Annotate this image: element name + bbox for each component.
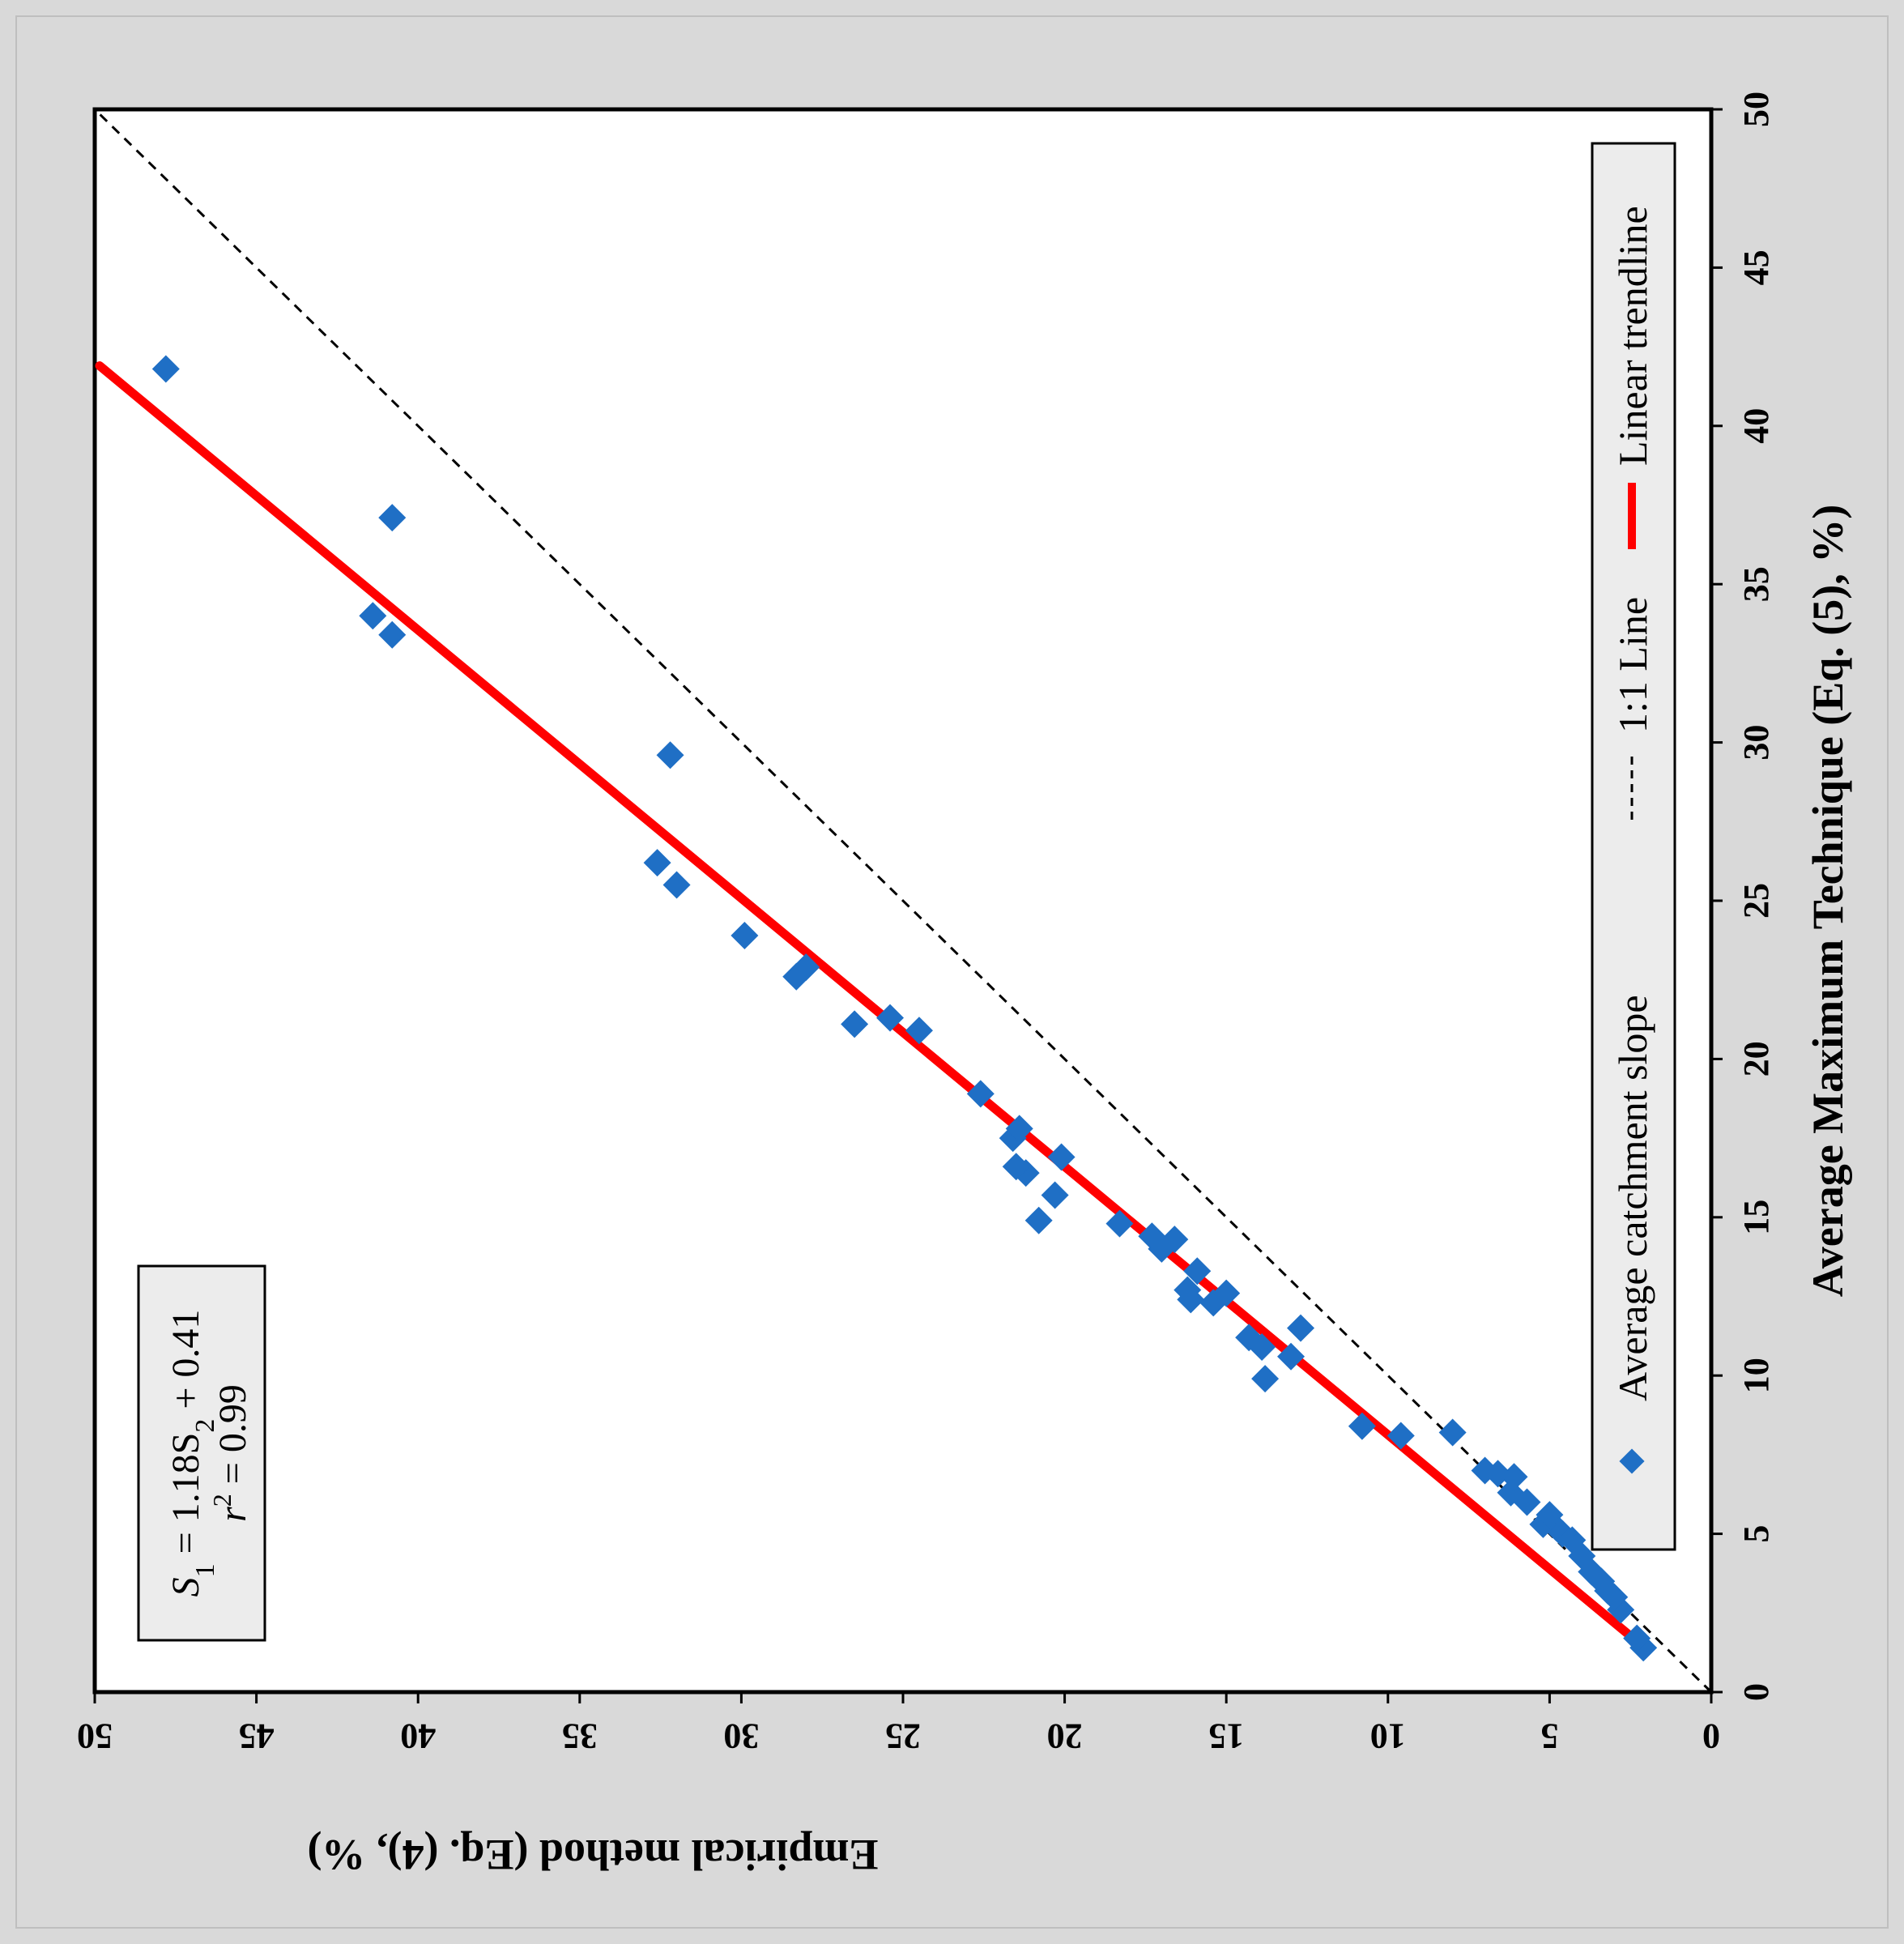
legend-item-one-to-one: 1:1 Line — [1610, 597, 1655, 733]
equation-s1-subscript: 1 — [190, 1563, 220, 1577]
x-tick-label: 15 — [1736, 1200, 1776, 1235]
equation-s1-symbol: S — [164, 1577, 207, 1597]
x-tick-label: 30 — [1736, 725, 1776, 761]
scatter-point — [662, 871, 691, 899]
scatter-point — [966, 1080, 995, 1108]
y-axis-ticks: 0 5 10 15 20 25 30 35 40 45 50 — [77, 1692, 1720, 1756]
scatter-point — [1138, 1222, 1166, 1251]
scatter-point — [1471, 1456, 1499, 1485]
y-axis-title: Empirical method (Eq. (4), %) — [308, 1831, 879, 1879]
scatter-point — [1277, 1342, 1306, 1371]
equation-suffix: + 0.41 — [164, 1310, 207, 1419]
scatter-point — [1536, 1501, 1564, 1529]
scatter-point — [359, 602, 387, 630]
x-tick-label: 0 — [1736, 1683, 1776, 1701]
r-squared-symbol: r — [211, 1507, 254, 1522]
x-tick-label: 10 — [1736, 1358, 1776, 1393]
scatter-point — [1623, 1624, 1651, 1652]
equation-middle: = 1.18S — [164, 1433, 207, 1564]
legend-item-trendline: Linear trendline — [1610, 206, 1655, 466]
equation-s2-subscript: 2 — [190, 1419, 220, 1433]
y-tick-label: 50 — [77, 1716, 113, 1756]
scatter-point — [1002, 1153, 1030, 1181]
x-tick-label: 40 — [1736, 408, 1776, 444]
r-squared-superscript: 2 — [207, 1494, 236, 1507]
x-axis-ticks: 0 5 10 15 20 25 30 35 40 45 50 — [1711, 92, 1776, 1701]
scatter-point — [378, 620, 407, 649]
y-tick-label: 35 — [562, 1716, 598, 1756]
y-tick-label: 20 — [1047, 1716, 1083, 1756]
scatter-point — [656, 741, 684, 770]
scatter-point — [1105, 1209, 1134, 1238]
x-tick-label: 20 — [1736, 1041, 1776, 1076]
scatter-point — [1235, 1324, 1263, 1352]
one-to-one-line — [93, 108, 1713, 1694]
y-tick-label: 45 — [239, 1716, 275, 1756]
scatter-point — [643, 849, 671, 877]
scatter-point — [1161, 1226, 1189, 1254]
scatter-point — [1212, 1279, 1241, 1307]
equation-box: S1 = 1.18S2 + 0.41 r2 = 0.99 — [137, 1264, 266, 1642]
scatter-point — [1287, 1314, 1315, 1342]
scatter-point — [1005, 1115, 1033, 1143]
equation-line-1: S1 = 1.18S2 + 0.41 — [164, 1310, 220, 1597]
y-tick-label: 0 — [1702, 1716, 1720, 1756]
scatter-point — [731, 921, 759, 949]
legend-frame — [1591, 142, 1676, 1551]
scatter-point — [1251, 1365, 1280, 1393]
scatter-point — [1041, 1181, 1069, 1209]
scatter-point — [378, 504, 407, 532]
scatter-point — [1047, 1143, 1076, 1171]
x-axis-title: Average Maximum Technique (Eq. (5), %) — [1804, 505, 1852, 1297]
y-tick-label: 40 — [400, 1716, 436, 1756]
scatter-point — [1024, 1206, 1053, 1234]
y-tick-label: 25 — [885, 1716, 921, 1756]
x-tick-label: 5 — [1736, 1525, 1776, 1543]
figure-border — [15, 15, 1889, 1929]
legend: Average catchment slope 1:1 Line Linear … — [1591, 142, 1676, 1551]
y-tick-label: 30 — [723, 1716, 759, 1756]
equation-box-frame — [137, 1264, 266, 1642]
scatter-point — [876, 1004, 905, 1032]
linear-trendline — [95, 361, 1646, 1649]
scatter-point — [1438, 1418, 1467, 1447]
y-tick-label: 5 — [1540, 1716, 1558, 1756]
x-tick-label: 50 — [1736, 92, 1776, 127]
legend-point-marker — [1619, 1448, 1645, 1474]
scatter-point — [1348, 1412, 1376, 1440]
scatter-points — [151, 355, 1658, 1662]
x-tick-label: 35 — [1736, 566, 1776, 602]
x-tick-label: 45 — [1736, 249, 1776, 285]
scatter-point — [1386, 1422, 1415, 1450]
scatter-point — [841, 1010, 869, 1038]
x-tick-label: 25 — [1736, 883, 1776, 919]
y-tick-label: 15 — [1208, 1716, 1244, 1756]
scatter-point — [792, 953, 820, 982]
legend-item-points: Average catchment slope — [1610, 995, 1655, 1401]
scatter-point — [1173, 1276, 1202, 1304]
y-tick-label: 10 — [1370, 1716, 1406, 1756]
scatter-point — [1183, 1257, 1212, 1285]
equation-line-2: r2 = 0.99 — [207, 1384, 254, 1522]
scatter-point — [151, 355, 180, 383]
r-squared-value: = 0.99 — [211, 1384, 254, 1494]
scatter-point — [905, 1017, 933, 1045]
